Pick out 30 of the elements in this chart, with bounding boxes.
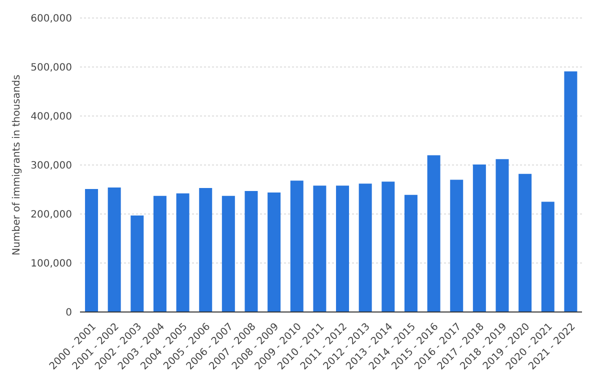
bar [427, 155, 440, 312]
bar [518, 174, 532, 312]
bar [496, 159, 509, 312]
bar [450, 180, 464, 312]
bar [290, 180, 304, 312]
bar [541, 202, 554, 312]
bar [336, 186, 350, 312]
y-tick-label: 100,000 [30, 258, 72, 270]
bar [313, 186, 326, 312]
bar [472, 164, 486, 312]
bar [85, 189, 98, 312]
y-axis-title: Number of immigrants in thousands [12, 74, 23, 256]
y-tick-label: 0 [66, 308, 72, 319]
bar [268, 192, 281, 312]
bar [404, 194, 418, 312]
bar [130, 215, 144, 312]
bar [176, 193, 190, 312]
y-tick-label: 400,000 [30, 112, 72, 123]
bar [358, 184, 372, 312]
y-tick-label: 600,000 [30, 14, 72, 25]
bar [382, 182, 395, 312]
bar [153, 196, 166, 312]
bar [108, 188, 121, 312]
y-tick-label: 300,000 [30, 160, 72, 172]
y-tick-label: 500,000 [30, 62, 72, 74]
bar [244, 190, 258, 312]
bar [199, 188, 212, 312]
y-tick-label: 200,000 [30, 210, 72, 221]
bar [564, 71, 578, 312]
bar [222, 196, 235, 312]
